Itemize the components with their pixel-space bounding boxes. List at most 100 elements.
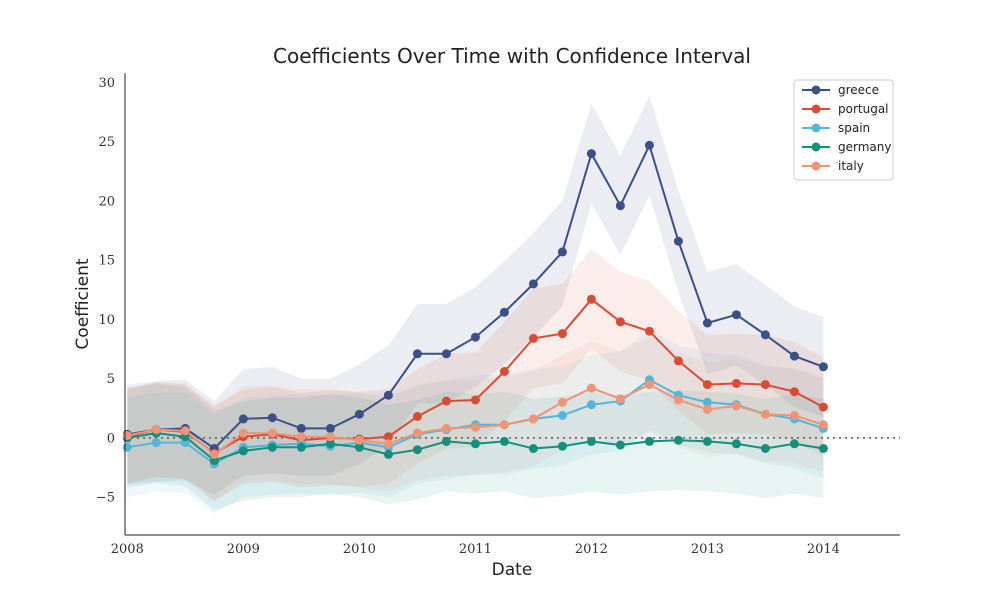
y-axis-label: Coefficient: [73, 258, 93, 349]
italy-point: [267, 428, 277, 438]
portugal-point: [528, 333, 538, 343]
y-tick-label: 15: [98, 254, 115, 269]
greece-point: [615, 201, 625, 211]
legend-marker-portugal: [811, 104, 821, 114]
germany-point: [615, 440, 625, 450]
legend: greece portugal spain germany italy: [793, 79, 894, 181]
germany-point: [267, 442, 277, 452]
portugal-point: [557, 329, 567, 339]
italy-point: [702, 404, 712, 414]
y-tick-label: 5: [107, 372, 115, 387]
x-axis-label: Date: [492, 560, 533, 580]
greece-point: [238, 414, 248, 424]
germany-point: [673, 435, 683, 445]
portugal-point: [673, 356, 683, 366]
portugal-point: [615, 317, 625, 327]
spain-point: [151, 438, 161, 448]
germany-point: [644, 436, 654, 446]
italy-point: [673, 395, 683, 405]
italy-point: [470, 422, 480, 432]
greece-point: [731, 310, 741, 320]
spain-point: [702, 397, 712, 407]
greece-point: [383, 390, 393, 400]
greece-point: [557, 247, 567, 257]
x-tick-label: 2011: [459, 542, 492, 557]
greece-point: [296, 423, 306, 433]
x-tick-label: 2008: [111, 542, 144, 557]
legend-marker-greece: [811, 85, 821, 95]
italy-point: [557, 397, 567, 407]
legend-marker-italy: [811, 161, 821, 171]
legend-label-italy: italy: [838, 159, 864, 173]
chart-title: Coefficients Over Time with Confidence I…: [273, 44, 751, 68]
germany-point: [789, 439, 799, 449]
portugal-point: [818, 402, 828, 412]
legend-marker-spain: [811, 123, 821, 133]
greece-confidence-band: [127, 95, 824, 495]
y-tick-labels: −5 0 5 10 15 20 25 30: [96, 76, 115, 506]
germany-point: [760, 444, 770, 453]
italy-point: [151, 425, 161, 435]
y-tick-label: 0: [107, 431, 115, 446]
portugal-point: [644, 326, 654, 336]
greece-point: [412, 349, 422, 359]
greece-point: [673, 236, 683, 246]
y-tick-label: 30: [98, 76, 115, 91]
x-tick-labels: 2008 2009 2010 2011 2012 2013 2014: [111, 542, 840, 557]
italy-point: [789, 410, 799, 420]
greece-point: [267, 413, 277, 423]
portugal-point: [499, 367, 509, 376]
greece-point: [818, 362, 828, 372]
y-tick-label: 20: [98, 194, 115, 209]
italy-point: [180, 426, 190, 436]
germany-point: [296, 442, 306, 452]
italy-point: [818, 420, 828, 430]
legend-label-portugal: portugal: [838, 102, 889, 116]
x-tick-label: 2009: [227, 542, 260, 557]
legend-label-greece: greece: [838, 83, 879, 97]
y-tick-label: 10: [98, 313, 115, 328]
germany-point: [731, 439, 741, 449]
legend-label-spain: spain: [838, 121, 870, 135]
greece-point: [354, 409, 364, 419]
x-tick-label: 2014: [807, 542, 840, 557]
italy-point: [441, 423, 451, 433]
spain-point: [122, 442, 132, 452]
portugal-point: [441, 396, 451, 406]
spain-point: [557, 410, 567, 420]
italy-point: [383, 439, 393, 449]
italy-point: [760, 409, 770, 419]
italy-point: [209, 449, 219, 459]
x-tick-label: 2013: [691, 542, 724, 557]
portugal-point: [731, 378, 741, 388]
germany-point: [325, 439, 335, 449]
germany-point: [354, 442, 364, 452]
greece-point: [325, 423, 335, 433]
portugal-point: [383, 432, 393, 442]
greece-point: [470, 332, 480, 342]
x-tick-label: 2010: [343, 542, 376, 557]
italy-point: [412, 428, 422, 438]
greece-point: [702, 318, 712, 328]
portugal-point: [586, 294, 596, 304]
italy-point: [499, 420, 509, 430]
greece-point: [441, 349, 451, 359]
germany-point: [557, 441, 567, 451]
italy-point: [644, 380, 654, 390]
greece-point: [760, 330, 770, 340]
greece-point: [644, 140, 654, 150]
italy-point: [731, 401, 741, 411]
legend-box: [793, 79, 894, 181]
y-tick-label: −5: [96, 491, 115, 506]
italy-point: [122, 431, 132, 440]
italy-point: [354, 435, 364, 445]
germany-point: [238, 446, 248, 456]
italy-point: [238, 428, 248, 438]
germany-point: [470, 439, 480, 449]
germany-point: [702, 436, 712, 446]
germany-point: [441, 436, 451, 446]
legend-marker-germany: [811, 142, 821, 152]
portugal-point: [412, 412, 422, 421]
confidence-bands: [127, 95, 824, 514]
